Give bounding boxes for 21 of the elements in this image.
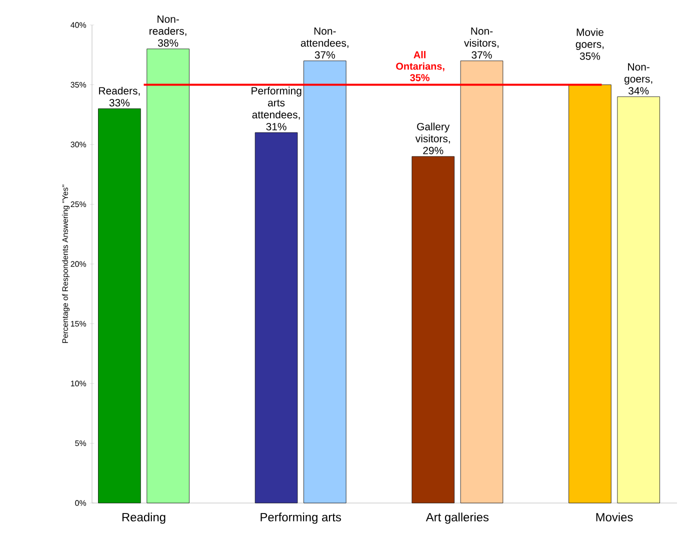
bar <box>304 60 346 504</box>
bar <box>568 84 612 504</box>
data-label: Readers, 33% <box>99 86 140 106</box>
data-label: Non-readers, 38% <box>150 16 186 47</box>
bar <box>412 156 454 504</box>
data-label: Non-visitors, 37% <box>464 27 499 59</box>
ref-line-label: All Ontarians, 35% <box>396 50 444 82</box>
bar <box>617 96 660 504</box>
bar <box>98 108 141 504</box>
bar <box>254 132 298 504</box>
data-label: Non-attendees, 37% <box>300 27 348 59</box>
x-tick-label: Movies <box>596 512 633 522</box>
x-tick-label: Performing arts <box>260 512 342 524</box>
bar <box>460 60 504 504</box>
data-label: Non-goers, 34% <box>624 63 652 95</box>
data-label: Performing arts attendees, 31% <box>252 86 302 130</box>
bar <box>146 48 190 504</box>
x-tick-label: Reading <box>122 512 166 524</box>
data-label: Gallery visitors, 29% <box>415 122 450 154</box>
x-tick-label: Art galleries <box>426 512 489 524</box>
data-label: Movie goers, 35% <box>576 28 604 60</box>
